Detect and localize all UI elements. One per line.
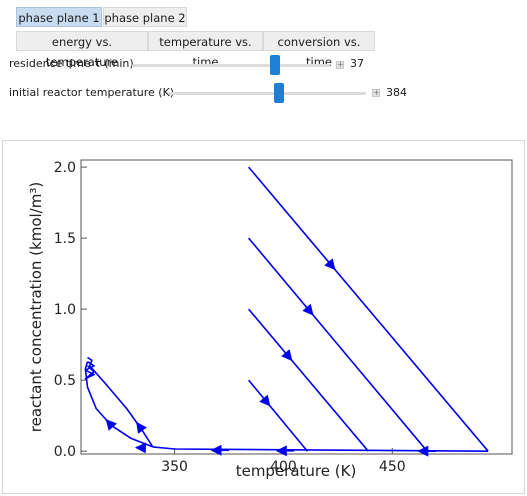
- direction-arrow: [136, 421, 148, 434]
- initial-temp-slider-thumb[interactable]: [274, 83, 284, 103]
- residence-time-value: 37: [350, 57, 364, 70]
- initial-temp-track[interactable]: [168, 92, 366, 95]
- phase-plane-chart: 350 400 450 0.0 0.5 1.0 1.5 2.0 temperature (K)…: [27, 159, 513, 480]
- direction-arrow: [259, 394, 271, 407]
- residence-time-expand-icon[interactable]: +: [336, 60, 344, 69]
- x-axis-label: temperature (K): [236, 462, 357, 480]
- y-tick-label: 0.0: [54, 444, 76, 460]
- y-tick-label: 1.5: [54, 231, 76, 247]
- residence-time-track[interactable]: [132, 64, 330, 67]
- y-axis-label: reactant concentration (kmol/m³): [27, 182, 45, 432]
- plot-panel: 350 400 450 0.0 0.5 1.0 1.5 2.0 temperature (K)…: [2, 140, 525, 494]
- x-tick-label: 350: [161, 459, 188, 475]
- trajectory-line: [84, 361, 95, 380]
- trajectory-line: [84, 361, 154, 448]
- trajectory-line: [152, 446, 489, 452]
- tab-temperature-vs-time[interactable]: temperature vs. time: [148, 31, 263, 69]
- x-tick-label: 450: [379, 459, 406, 475]
- trajectory-line: [247, 379, 309, 452]
- y-tick-label: 2.0: [54, 160, 76, 176]
- plot-frame: [80, 159, 513, 455]
- initial-temp-label: initial reactor temperature (K): [9, 86, 175, 99]
- tab-conversion-vs-time[interactable]: conversion vs. time: [263, 31, 375, 69]
- residence-time-slider-thumb[interactable]: [270, 55, 280, 75]
- tab-phase-plane-2[interactable]: phase plane 2: [103, 7, 187, 27]
- residence-time-label: residence time τ (min): [9, 57, 134, 70]
- x-tick-label: 400: [270, 459, 297, 475]
- direction-arrow: [324, 257, 336, 271]
- y-tick-label: 1.0: [54, 302, 76, 318]
- trajectory-line: [87, 356, 154, 448]
- direction-arrow: [105, 418, 117, 431]
- tab-phase-plane-1[interactable]: phase plane 1: [16, 7, 102, 27]
- direction-arrow: [302, 303, 314, 316]
- trajectory-line: [247, 166, 489, 452]
- tab-energy-vs-temperature[interactable]: energy vs. temperature: [16, 31, 148, 69]
- trajectory-line: [247, 237, 428, 452]
- y-tick-label: 0.5: [54, 373, 76, 389]
- initial-temp-value: 384: [386, 86, 407, 99]
- trajectory-line: [247, 308, 369, 452]
- initial-temp-expand-icon[interactable]: +: [372, 88, 380, 97]
- direction-arrow: [281, 349, 293, 362]
